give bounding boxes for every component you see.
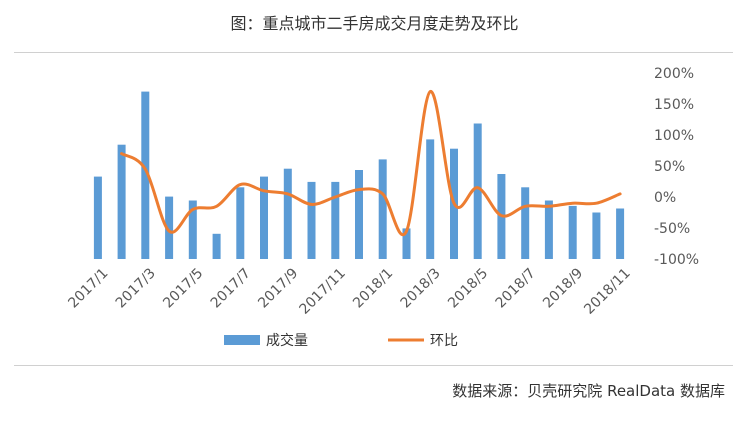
y-tick-label: 100% (654, 128, 694, 144)
bar-2018-1 (378, 159, 387, 259)
x-tick-label: 2018/3 (398, 265, 444, 311)
legend-label-bar: 成交量 (266, 332, 308, 349)
x-tick-label: 2018/1 (350, 265, 396, 311)
x-tick-label: 2018/9 (540, 265, 586, 311)
x-tick-label: 2018/11 (581, 265, 633, 317)
legend-label-line: 环比 (430, 333, 458, 349)
bar-2018-10 (592, 212, 601, 259)
x-tick-label: 2017/3 (113, 265, 159, 311)
bar-2017-4 (165, 196, 174, 259)
bar-2018-7 (521, 187, 530, 259)
bar-2017-6 (212, 233, 221, 259)
bar-2017-2 (117, 144, 126, 259)
bar-2017-12 (355, 170, 363, 259)
y-tick-label: -100% (654, 252, 699, 268)
x-tick-label: 2018/7 (493, 265, 539, 311)
bar-2017-5 (188, 200, 197, 259)
x-tick-label: 2017/11 (296, 265, 348, 317)
bar-2017-11 (331, 181, 340, 259)
bottom-divider (14, 365, 733, 366)
chart-title: 图：重点城市二手房成交月度走势及环比 (230, 14, 519, 33)
bar-2018-9 (568, 205, 577, 259)
y-tick-label: 200% (654, 66, 694, 82)
y-tick-label: 0% (654, 190, 676, 206)
bar-2018-5 (473, 123, 482, 259)
series-line-环比 (120, 90, 622, 237)
x-tick-label: 2017/9 (255, 265, 301, 311)
y-tick-label: 150% (654, 97, 694, 113)
bar-2018-11 (616, 208, 625, 259)
top-divider (14, 52, 733, 53)
y-tick-label: -50% (654, 221, 690, 237)
bar-2017-1 (93, 176, 102, 259)
bar-2018-3 (426, 139, 435, 259)
bar-2018-2 (402, 228, 411, 259)
bar-2017-3 (141, 91, 150, 259)
x-tick-label: 2017/5 (160, 265, 206, 311)
bar-2017-10 (307, 181, 316, 259)
bar-2017-9 (283, 168, 292, 259)
x-tick-label: 2017/7 (208, 265, 254, 311)
y-tick-label: 50% (654, 159, 685, 175)
x-tick-label: 2017/1 (65, 265, 111, 311)
source-note: 数据来源：贝壳研究院 RealData 数据库 (452, 382, 725, 400)
x-tick-label: 2018/5 (445, 265, 491, 311)
bar-2017-7 (236, 187, 245, 259)
bar-2017-8 (260, 176, 268, 259)
bar-2018-8 (544, 200, 553, 259)
legend-swatch-bar (224, 335, 260, 345)
